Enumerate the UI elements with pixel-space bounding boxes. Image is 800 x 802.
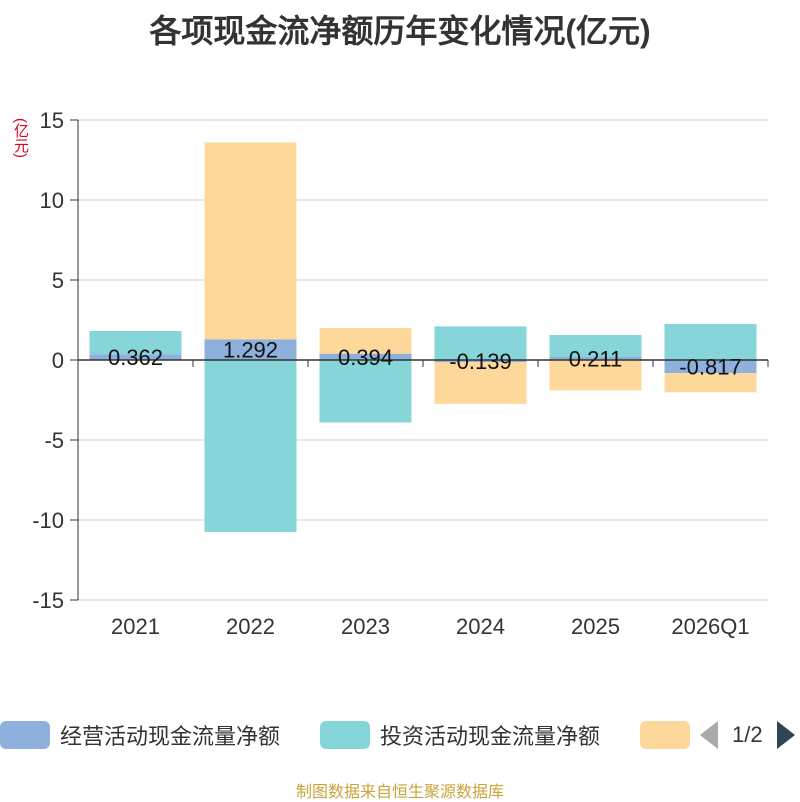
legend-swatch-financing: [640, 721, 690, 749]
legend-label-investing: 投资活动现金流量净额: [380, 724, 601, 749]
legend-item-investing[interactable]: 投资活动现金流量净额: [320, 718, 600, 752]
bar-series1-2024: [434, 326, 527, 360]
bar-series2-2023: [319, 328, 412, 354]
data-label-2025: 0.211: [569, 346, 622, 371]
x-tick-label-2022: 2022: [226, 614, 275, 639]
bar-series2-2024: [434, 362, 527, 404]
data-label-2023: 0.394: [338, 345, 393, 370]
bar-series2-2022: [204, 142, 297, 340]
pager-text: 1/2: [732, 722, 763, 747]
legend: 经营活动现金流量净额 投资活动现金流量净额: [0, 718, 800, 752]
x-tick-label-2024: 2024: [456, 614, 505, 639]
y-tick-label: 15: [40, 108, 64, 133]
data-label-2021: 0.362: [108, 345, 163, 370]
x-tick-label-2023: 2023: [341, 614, 390, 639]
x-tick-label-2021: 2021: [111, 614, 160, 639]
chart-title: 各项现金流净额历年变化情况(亿元): [149, 13, 651, 49]
bar-series0-2026Q1: [664, 360, 757, 374]
bar-series2-2026Q1: [664, 373, 757, 393]
bar-series0-2023: [319, 353, 412, 360]
data-label-2026Q1: -0.817: [679, 355, 741, 380]
legend-swatch-operating: [0, 721, 50, 749]
legend-item-financing[interactable]: [640, 718, 690, 752]
x-tick-label-2025: 2025: [571, 614, 620, 639]
bar-series0-2024: [434, 360, 527, 363]
bar-series1-2022: [204, 360, 297, 532]
bar-series2-2025: [549, 360, 642, 391]
pager-prev-icon[interactable]: [700, 721, 718, 749]
y-tick-label: 5: [52, 268, 64, 293]
x-tick-label-2026Q1: 2026Q1: [671, 614, 749, 639]
legend-item-operating[interactable]: 经营活动现金流量净额: [0, 718, 280, 752]
source-note: 制图数据来自恒生聚源数据库: [295, 784, 504, 801]
bar-series1-2026Q1: [664, 324, 757, 360]
stacked-bar-chart: 15 10 5 0 -5 -10 -15 0.362 1.292 0.394 -0.139 0.211…: [32, 108, 769, 639]
bar-series1-2025: [549, 335, 642, 357]
data-label-2024: -0.139: [449, 349, 511, 374]
y-tick-label: -10: [32, 508, 64, 533]
y-tick-label: 10: [40, 188, 64, 213]
bar-series1-2023: [319, 360, 412, 423]
bar-series0-2025: [549, 356, 642, 360]
legend-label-operating: 经营活动现金流量净额: [60, 724, 281, 749]
y-tick-label: -5: [44, 428, 64, 453]
y-tick-label: -15: [32, 588, 64, 613]
bar-series1-2021: [89, 331, 182, 355]
data-label-2022: 1.292: [223, 338, 278, 363]
legend-pager: 1/2: [700, 718, 795, 752]
bar-series0-2021: [89, 354, 182, 360]
pager-next-icon[interactable]: [776, 721, 795, 749]
y-axis-unit: (亿元): [12, 118, 29, 158]
y-tick-label: 0: [52, 348, 64, 373]
bar-series0-2022: [204, 339, 297, 360]
legend-swatch-investing: [320, 721, 370, 749]
